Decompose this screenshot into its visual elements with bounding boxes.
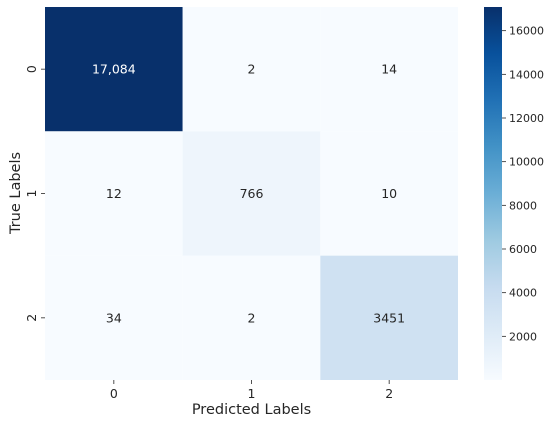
heatmap-cell-2-0 [45, 255, 183, 380]
heatmap-cell-1-1 [182, 131, 321, 256]
colorbar-tick-label-1: 4000 [509, 287, 537, 300]
colorbar [484, 7, 502, 380]
x-tick-label-1: 1 [248, 386, 256, 401]
x-tick-label-0: 0 [110, 386, 118, 401]
cell-label-2-1: 2 [248, 310, 256, 325]
cell-label-0-0: 17,084 [92, 62, 136, 77]
y-tick-label-2: 2 [24, 314, 39, 322]
heatmap-cell-1-0 [45, 131, 183, 256]
heatmap-cell-0-2 [320, 7, 458, 132]
y-tick-label-1: 1 [24, 190, 39, 198]
heatmap-cells: 17,084 2 14 12 766 10 34 2 3451 [45, 7, 458, 380]
heatmap-cell-2-1 [182, 255, 321, 380]
cell-label-0-2: 14 [381, 62, 397, 77]
colorbar-tick-label-2: 6000 [509, 243, 537, 256]
colorbar-tick-label-7: 16000 [509, 25, 544, 38]
cell-label-2-0: 34 [106, 310, 122, 325]
x-axis-ticks: 0 1 2 [110, 380, 393, 401]
colorbar-tick-label-0: 2000 [509, 330, 537, 343]
cell-label-1-0: 12 [106, 186, 122, 201]
y-tick-label-0: 0 [24, 65, 39, 73]
colorbar-tick-label-4: 10000 [509, 156, 544, 169]
x-tick-label-2: 2 [385, 386, 393, 401]
cell-label-1-2: 10 [381, 186, 397, 201]
colorbar-tick-label-6: 14000 [509, 68, 544, 81]
x-axis-title: Predicted Labels [192, 402, 311, 418]
y-axis-title: True Labels [8, 152, 24, 235]
heatmap-cell-1-2 [320, 131, 458, 256]
heatmap-cell-0-1 [182, 7, 321, 132]
cell-label-0-1: 2 [248, 62, 256, 77]
y-axis-ticks: 0 1 2 [24, 65, 45, 322]
heatmap-cell-2-2 [320, 255, 458, 380]
cell-label-1-1: 766 [240, 186, 264, 201]
cell-label-2-2: 3451 [373, 310, 405, 325]
colorbar-tick-label-5: 12000 [509, 112, 544, 125]
colorbar-ticks: 2000 4000 6000 8000 10000 12000 14000 16000 [502, 25, 544, 343]
colorbar-tick-label-3: 8000 [509, 199, 537, 212]
heatmap-cell-0-0 [45, 7, 183, 132]
